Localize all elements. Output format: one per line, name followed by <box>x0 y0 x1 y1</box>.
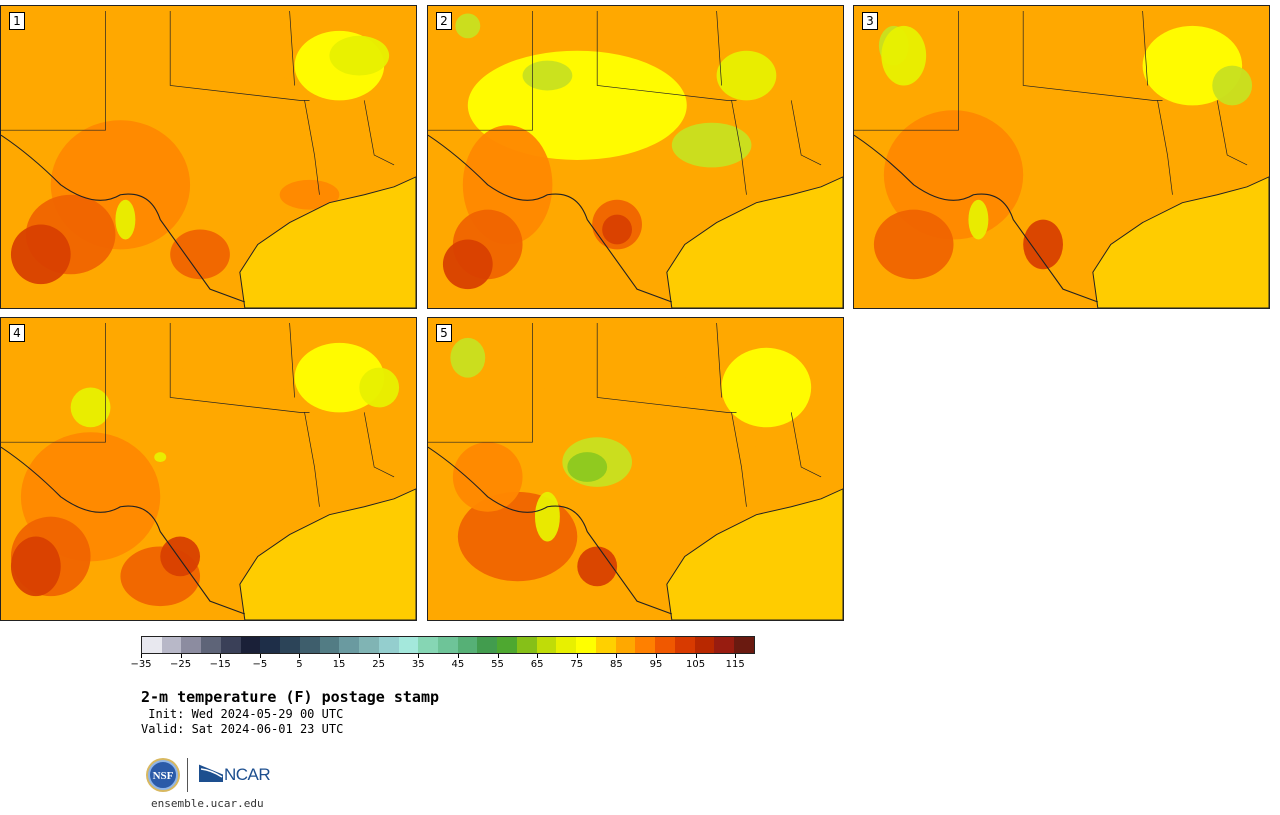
colorbar-segment <box>339 637 360 653</box>
colorbar-segment <box>280 637 300 653</box>
colorbar-tick-label: 15 <box>332 659 346 670</box>
colorbar-segment <box>497 637 517 653</box>
colorbar-segment <box>181 637 202 653</box>
ensemble-url: ensemble.ucar.edu <box>151 797 264 810</box>
temperature-map-4 <box>1 318 416 620</box>
colorbar-segment <box>595 637 616 653</box>
temperature-map-5 <box>428 318 843 620</box>
temperature-colorbar <box>141 636 755 654</box>
temperature-map-3 <box>854 6 1269 308</box>
colorbar-segment <box>319 637 340 653</box>
colorbar-tick-label: 55 <box>491 659 504 670</box>
colorbar-tick <box>141 654 142 658</box>
stamp-panel-5: 5 <box>427 317 844 621</box>
colorbar-tick-label: 75 <box>570 659 584 670</box>
colorbar-tick <box>695 654 697 658</box>
colorbar-tick <box>339 654 341 658</box>
colorbar-tick-label: −5 <box>252 659 268 670</box>
panel-number-4: 4 <box>9 324 25 342</box>
stamp-panel-1: 1 <box>0 5 417 309</box>
colorbar-tick-label: 65 <box>530 659 544 670</box>
nsf-logo-text: NSF <box>153 770 174 782</box>
colorbar-tick <box>576 654 578 658</box>
colorbar-segment <box>694 637 715 653</box>
colorbar-tick-label: 105 <box>686 659 706 670</box>
colorbar-tick <box>418 654 420 658</box>
colorbar-segment <box>201 637 221 653</box>
colorbar-segment <box>576 637 596 653</box>
colorbar-segment <box>674 637 695 653</box>
stamp-panel-3: 3 <box>853 5 1270 309</box>
panel-number-1: 1 <box>9 12 25 30</box>
ncar-logo-text: NCAR <box>224 765 271 784</box>
colorbar-segment <box>359 637 379 653</box>
colorbar-segment <box>260 637 281 653</box>
colorbar-tick-label: −25 <box>170 659 192 670</box>
colorbar-segment <box>142 637 162 653</box>
plot-title: 2-m temperature (F) postage stamp <box>141 688 440 706</box>
colorbar-segment <box>457 637 478 653</box>
colorbar-segment <box>240 637 261 653</box>
colorbar-segment <box>418 637 439 653</box>
colorbar-tick <box>497 654 499 658</box>
ncar-logo-icon <box>198 763 224 782</box>
colorbar-tick <box>299 654 301 658</box>
colorbar-segment <box>714 637 735 653</box>
colorbar-segment <box>516 637 537 653</box>
colorbar-tick-label: 25 <box>372 659 386 670</box>
colorbar-segment <box>536 637 557 653</box>
colorbar-segment <box>378 637 399 653</box>
colorbar-tick-label: 85 <box>609 659 623 670</box>
colorbar-segment <box>299 637 320 653</box>
temperature-map-1 <box>1 6 416 308</box>
colorbar-segment <box>398 637 419 653</box>
colorbar-segment <box>477 637 498 653</box>
colorbar-tick-label: 35 <box>411 659 425 670</box>
colorbar-tick-label: 115 <box>725 659 745 670</box>
colorbar-tick <box>457 654 459 658</box>
colorbar-tick-label: 95 <box>649 659 663 670</box>
colorbar-segment <box>615 637 636 653</box>
colorbar-segment <box>556 637 577 653</box>
stamp-panel-4: 4 <box>0 317 417 621</box>
stamp-panel-2: 2 <box>427 5 844 309</box>
panel-number-5: 5 <box>436 324 452 342</box>
init-time: Init: Wed 2024-05-29 00 UTC <box>141 707 344 721</box>
colorbar-tick <box>616 654 618 658</box>
panel-number-3: 3 <box>862 12 878 30</box>
colorbar-tick <box>537 654 539 658</box>
colorbar-tick <box>220 654 222 658</box>
colorbar-segment <box>635 637 656 653</box>
colorbar-tick-label: 5 <box>296 659 303 670</box>
colorbar-ticks: −35 −25 −15 −5 5 15 25 35 45 55 65 75 85 95 105 115 <box>130 654 755 674</box>
colorbar-tick-label: −15 <box>209 659 231 670</box>
logo-divider <box>187 758 188 792</box>
colorbar-segment <box>655 637 675 653</box>
colorbar-tick <box>180 654 182 658</box>
panel-number-2: 2 <box>436 12 452 30</box>
colorbar-segment <box>220 637 241 653</box>
colorbar-tick <box>735 654 737 658</box>
colorbar-segment <box>438 637 458 653</box>
valid-time: Valid: Sat 2024-06-01 23 UTC <box>141 722 344 736</box>
colorbar-tick-label: 45 <box>451 659 465 670</box>
colorbar-segment <box>734 637 754 653</box>
temperature-map-2 <box>428 6 843 308</box>
colorbar-segment <box>161 637 182 653</box>
nsf-logo-icon: NSF <box>146 758 180 792</box>
colorbar-tick <box>259 654 261 658</box>
colorbar-tick <box>378 654 380 658</box>
colorbar-tick-label: −35 <box>130 659 152 670</box>
colorbar-tick <box>655 654 657 658</box>
